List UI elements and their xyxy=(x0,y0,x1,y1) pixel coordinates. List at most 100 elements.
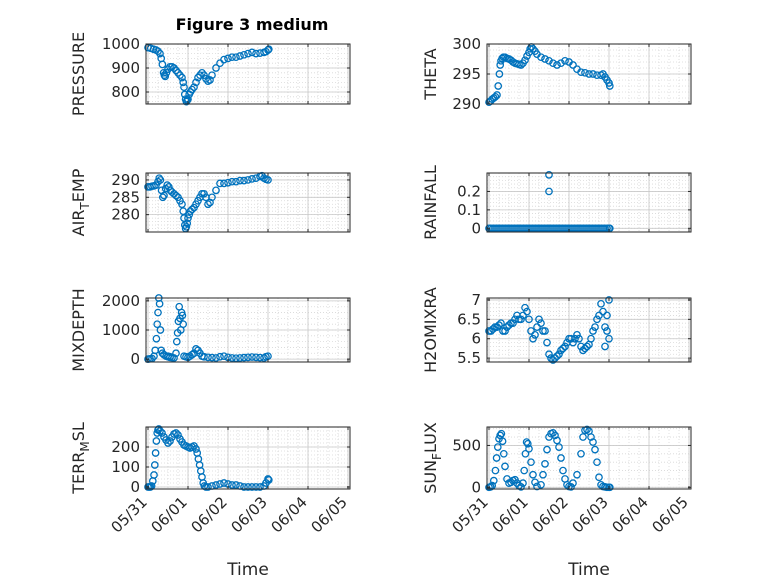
data-point xyxy=(248,175,256,183)
y-tick-label: 1000 xyxy=(102,321,140,339)
data-point xyxy=(555,443,563,451)
data-point xyxy=(232,53,240,62)
x-tick-label: 06/02 xyxy=(529,493,572,536)
data-point xyxy=(158,60,167,69)
y-tick-label: 0 xyxy=(130,350,140,368)
data-point xyxy=(498,437,507,446)
data-point xyxy=(244,483,252,491)
y-tick-label: 285 xyxy=(111,188,140,206)
data-point xyxy=(493,323,501,331)
data-point xyxy=(567,334,575,343)
data-point xyxy=(595,473,603,482)
data-point xyxy=(240,483,248,491)
y-tick-label: 0.2 xyxy=(457,182,481,200)
data-point xyxy=(553,436,561,445)
data-point xyxy=(559,344,567,353)
data-point xyxy=(212,64,220,72)
data-point xyxy=(178,73,186,82)
data-point xyxy=(583,342,591,351)
data-point xyxy=(589,327,597,335)
data-point xyxy=(151,449,160,457)
data-point xyxy=(537,480,545,489)
x-tick-label: 06/04 xyxy=(609,493,652,536)
y-tick-label: 800 xyxy=(111,83,140,101)
y-tick-label: 7 xyxy=(471,291,481,309)
y-axis-label: THETA xyxy=(421,48,440,100)
data-point xyxy=(204,353,212,362)
data-point xyxy=(577,68,585,77)
data-point xyxy=(605,334,613,343)
data-point xyxy=(605,82,614,90)
data-point xyxy=(521,449,530,458)
data-point xyxy=(605,296,613,304)
x-tick-label: 06/04 xyxy=(268,493,311,536)
data-point xyxy=(172,191,180,200)
data-point xyxy=(232,177,240,186)
data-point xyxy=(567,483,575,491)
data-point xyxy=(212,354,220,362)
x-tick-label: 06/03 xyxy=(569,493,612,536)
data-point xyxy=(192,78,200,87)
y-tick-label: 290 xyxy=(452,95,481,113)
y-tick-label: 6 xyxy=(471,330,481,348)
data-point xyxy=(601,323,609,331)
axes-box xyxy=(145,43,351,105)
data-point xyxy=(499,449,508,458)
data-point xyxy=(487,327,495,335)
data-point xyxy=(519,479,527,487)
data-point xyxy=(172,337,181,346)
data-point xyxy=(248,48,256,57)
data-point xyxy=(204,200,212,209)
y-tick-label: 0.1 xyxy=(457,201,481,219)
data-point xyxy=(545,56,553,65)
data-point xyxy=(153,320,162,329)
data-point xyxy=(216,480,224,488)
data-point xyxy=(599,307,607,316)
data-point xyxy=(166,352,174,361)
x-tick-label: 06/05 xyxy=(649,493,692,536)
data-point xyxy=(228,53,236,62)
y-tick-label: 300 xyxy=(452,35,481,53)
axes-box xyxy=(145,172,351,233)
data-point xyxy=(605,483,614,492)
data-point xyxy=(522,438,531,446)
data-point xyxy=(264,476,273,484)
data-point xyxy=(264,475,272,483)
data-point xyxy=(561,342,569,351)
data-point xyxy=(579,346,587,355)
data-point xyxy=(166,437,174,445)
data-point xyxy=(152,334,161,343)
data-point xyxy=(256,483,264,491)
y-tick-label: 900 xyxy=(111,59,140,77)
data-point xyxy=(573,470,581,479)
subplot-6: 5.56 6.57 H2OMIXRA xyxy=(421,287,692,373)
data-point xyxy=(172,349,180,358)
data-point xyxy=(200,352,208,361)
data-point xyxy=(489,476,498,485)
data-point xyxy=(537,53,545,62)
data-point xyxy=(545,187,553,196)
data-point xyxy=(493,443,502,451)
data-point xyxy=(192,345,200,353)
data-point xyxy=(228,354,236,362)
data-point xyxy=(224,54,232,63)
data-point xyxy=(494,82,503,90)
data-point xyxy=(591,323,599,331)
data-point xyxy=(555,350,563,359)
data-point xyxy=(575,334,583,343)
data-point xyxy=(571,334,579,343)
data-point xyxy=(493,91,501,99)
data-point xyxy=(152,437,161,445)
data-point xyxy=(174,431,182,439)
data-point xyxy=(581,68,589,77)
data-point xyxy=(204,483,212,491)
data-point xyxy=(491,466,500,475)
data-point xyxy=(533,323,541,331)
data-point xyxy=(523,307,531,316)
data-point xyxy=(521,56,529,65)
data-point xyxy=(156,326,165,334)
data-point xyxy=(559,466,567,475)
data-point xyxy=(503,323,511,331)
data-point xyxy=(216,179,224,188)
